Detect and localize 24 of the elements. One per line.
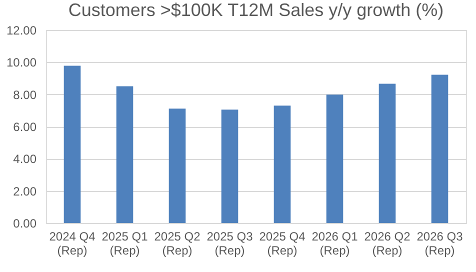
x-tick-label: 2025 Q2 (Rep) xyxy=(154,230,201,258)
x-tick-label: 2026 Q2 (Rep) xyxy=(364,230,411,258)
bar xyxy=(431,74,448,223)
bar xyxy=(64,66,81,223)
bar xyxy=(274,106,291,223)
y-tick-label: 6.00 xyxy=(13,120,37,134)
x-tick-label: 2024 Q4 (Rep) xyxy=(49,230,96,258)
bar xyxy=(168,108,186,223)
y-tick-label: 12.00 xyxy=(6,24,37,38)
x-tick-label: 2025 Q3 (Rep) xyxy=(206,230,254,258)
bar xyxy=(116,86,134,223)
x-tick-label: 2026 Q3 (Rep) xyxy=(416,230,464,258)
y-tick-label: 0.00 xyxy=(13,216,37,230)
bar xyxy=(378,84,396,223)
bar xyxy=(221,110,238,223)
x-tick-label: 2026 Q1 (Rep) xyxy=(312,230,358,258)
x-tick-label: 2025 Q1 (Rep) xyxy=(102,230,148,258)
y-tick-label: 2.00 xyxy=(13,184,37,198)
chart-title: Customers >$100K T12M Sales y/y growth (%) xyxy=(68,0,444,20)
y-tick-label: 8.00 xyxy=(13,88,37,102)
bar xyxy=(326,94,344,223)
y-tick-label: 4.00 xyxy=(13,152,37,166)
x-tick-label: 2025 Q4 (Rep) xyxy=(259,230,306,258)
y-tick-label: 10.00 xyxy=(6,56,37,70)
